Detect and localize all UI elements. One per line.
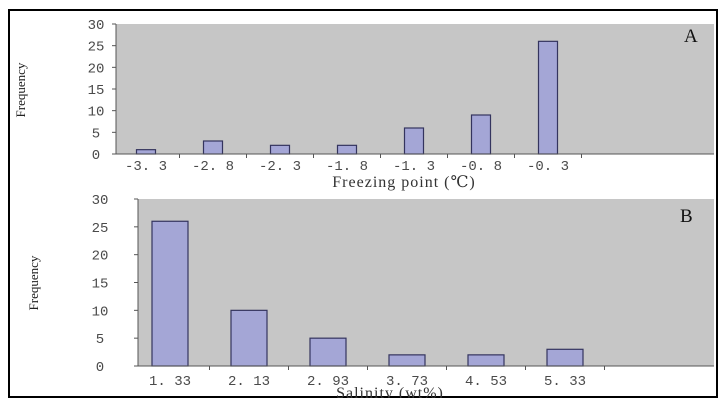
bars-a xyxy=(135,40,559,155)
x-tick-label: -2. 3 xyxy=(259,159,301,175)
panel-a: 0 5 10 15 20 25 30 -3. 3 -2. 8 -2. 3 -1. 8 -1. 3 -0… xyxy=(13,18,714,191)
bar xyxy=(470,114,492,155)
bar xyxy=(336,144,358,155)
y-tick-label: 10 xyxy=(92,304,109,320)
y-tick-label: 25 xyxy=(88,40,105,56)
y-axis-label-a: Frequency xyxy=(13,62,28,117)
bar xyxy=(135,149,157,155)
bar xyxy=(537,40,559,155)
y-tick-label: 0 xyxy=(96,360,104,376)
bar xyxy=(388,354,426,367)
y-tick-label: 30 xyxy=(92,193,109,209)
x-tick-label: 2. 93 xyxy=(307,374,349,390)
y-tick-label: 25 xyxy=(92,221,109,237)
bar xyxy=(403,127,425,155)
x-ticks-a: -3. 3 -2. 8 -2. 3 -1. 8 -1. 3 -0. 8 -0. 3 xyxy=(116,153,714,175)
x-tick-label: 1. 33 xyxy=(149,374,191,390)
y-tick-label: 10 xyxy=(88,105,105,121)
y-tick-label: 20 xyxy=(92,249,109,265)
x-tick-label: 3. 73 xyxy=(386,374,428,390)
plot-area-b xyxy=(138,199,714,366)
x-ticks-b: 1. 33 2. 13 2. 93 3. 73 4. 53 5. 33 xyxy=(138,365,714,390)
bar xyxy=(309,337,347,367)
y-tick-label: 5 xyxy=(92,126,100,142)
bar xyxy=(269,144,291,155)
x-tick-label: -1. 3 xyxy=(393,159,435,175)
x-tick-label: 4. 53 xyxy=(465,374,507,390)
x-tick-label: -2. 8 xyxy=(192,159,234,175)
bar xyxy=(151,220,189,367)
y-ticks-b: 0 5 10 15 20 25 30 xyxy=(92,193,139,376)
y-tick-label: 0 xyxy=(92,148,100,164)
x-tick-label: -0. 8 xyxy=(460,159,502,175)
panel-label-b: B xyxy=(680,206,693,227)
x-tick-label: 5. 33 xyxy=(544,374,586,390)
y-tick-label: 30 xyxy=(88,18,105,34)
y-axis-label-b: Frequency xyxy=(26,255,41,310)
bar xyxy=(546,348,584,367)
x-tick-label: -0. 3 xyxy=(527,159,569,175)
y-tick-label: 20 xyxy=(88,61,105,77)
x-axis-label-a: Freezing point (℃) xyxy=(332,174,475,191)
bar xyxy=(467,354,505,367)
panel-b: 0 5 10 15 20 25 30 1. 33 2. 13 2. 93 3. 73 4. 53 5.… xyxy=(26,193,714,398)
x-tick-label: 2. 13 xyxy=(228,374,270,390)
panel-label-a: A xyxy=(684,26,698,47)
y-tick-label: 15 xyxy=(88,83,105,99)
x-tick-label: -3. 3 xyxy=(125,159,167,175)
bar xyxy=(230,309,268,367)
x-tick-label: -1. 8 xyxy=(326,159,368,175)
bar xyxy=(202,140,224,155)
y-ticks-a: 0 5 10 15 20 25 30 xyxy=(88,18,117,164)
y-tick-label: 15 xyxy=(92,277,109,293)
y-tick-label: 5 xyxy=(96,332,104,348)
x-axis-label-b: Salinity (wt%) xyxy=(336,385,444,398)
